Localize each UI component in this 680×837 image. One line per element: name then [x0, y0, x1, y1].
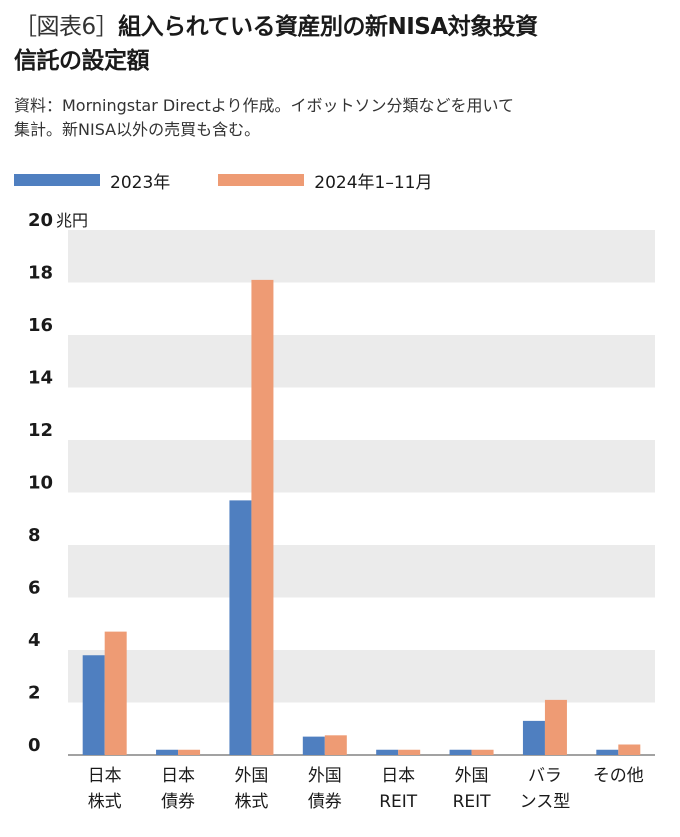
x-tick-label: 株式 [234, 792, 268, 812]
chart-title-text: 組入られている資産別の新NISA対象投資 [118, 14, 538, 40]
source-note-line1: 資料：Morningstar Directより作成。イボットソン分類などを用いて [14, 96, 514, 115]
x-tick-label: その他 [593, 766, 644, 786]
figure-tag: ［図表6］ [14, 14, 119, 40]
x-tick-label: REIT [379, 792, 418, 812]
chart-title-block: ［図表6］組入られている資産別の新NISA対象投資 信託の設定額 [14, 10, 669, 78]
bar-series1 [522, 720, 545, 755]
x-tick-label: 債券 [161, 792, 195, 812]
x-tick-label: 債券 [308, 792, 342, 812]
legend-item-series2: 2024年1–11月 [218, 168, 432, 193]
x-tick-label: 日本 [88, 766, 122, 786]
y-tick-label: 16 [28, 315, 53, 336]
bar-series2 [398, 749, 421, 755]
x-tick-label: 外国 [455, 766, 489, 786]
bar-series1 [596, 749, 619, 755]
x-tick-label: バラ [528, 766, 562, 786]
y-tick-label: 0 [28, 735, 41, 756]
y-axis-unit: 兆円 [56, 211, 88, 230]
x-tick-label: 株式 [88, 792, 122, 812]
y-tick-label: 2 [28, 683, 41, 704]
x-tick-label: ンス型 [520, 792, 571, 812]
bar-series2 [178, 749, 201, 755]
bar-series1 [229, 500, 252, 755]
y-tick-label: 6 [28, 578, 41, 599]
y-tick-label: 18 [28, 263, 53, 284]
x-tick-label: 日本 [161, 766, 195, 786]
bar-series1 [82, 655, 105, 755]
source-note-line2: 集計。新NISA以外の売買も含む。 [14, 120, 261, 139]
legend-label-series2: 2024年1–11月 [314, 172, 433, 193]
bar-series2 [544, 699, 567, 755]
bar-series1 [156, 749, 179, 755]
bar-series2 [251, 279, 274, 755]
bar-series2 [618, 744, 641, 755]
chart-title-line1: ［図表6］組入られている資産別の新NISA対象投資 [14, 10, 669, 44]
x-tick-label: 外国 [234, 766, 268, 786]
x-tick-label: 外国 [308, 766, 342, 786]
y-tick-label: 4 [28, 630, 41, 651]
legend-swatch-series1 [14, 174, 100, 186]
grid-band [68, 650, 655, 703]
bar-series1 [376, 749, 399, 755]
source-note: 資料：Morningstar Directより作成。イボットソン分類などを用いて… [14, 94, 669, 142]
grid-band [68, 440, 655, 493]
y-tick-label: 12 [28, 420, 53, 441]
x-tick-label: 日本 [381, 766, 415, 786]
y-tick-label: 20 [28, 210, 53, 231]
bar-series2 [471, 749, 494, 755]
bar-series1 [449, 749, 472, 755]
legend-label-series1: 2023年 [110, 172, 171, 193]
grid-band [68, 545, 655, 598]
y-tick-label: 14 [28, 368, 53, 389]
legend-swatch-series2 [218, 174, 305, 186]
grid-band [68, 230, 655, 283]
chart-title-line2: 信託の設定額 [14, 48, 150, 74]
bar-series2 [104, 631, 127, 755]
bar-series2 [324, 735, 347, 755]
grid-band [68, 335, 655, 388]
legend: 2023年 2024年1–11月 [14, 165, 480, 195]
y-tick-label: 10 [28, 473, 53, 494]
y-tick-label: 8 [28, 525, 41, 546]
legend-item-series1: 2023年 [14, 168, 170, 193]
x-tick-label: REIT [453, 792, 492, 812]
bar-series1 [302, 736, 325, 755]
